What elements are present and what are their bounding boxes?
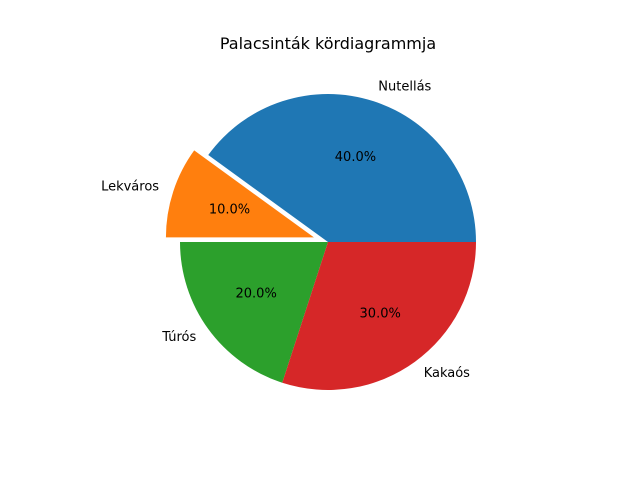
slice-label-3: Kakaós (424, 366, 470, 381)
slice-percent-2: 20.0% (236, 287, 277, 302)
slice-label-1: Lekváros (101, 180, 159, 195)
pie-slice-0 (208, 94, 477, 242)
slice-label-2: Túrós (161, 330, 196, 345)
pie-slice-2 (180, 242, 328, 383)
pie-slice-1 (165, 150, 314, 238)
chart-title: Palacsinták kördiagrammja (220, 34, 436, 53)
slice-percent-0: 40.0% (335, 150, 376, 165)
slice-label-0: Nutellás (378, 80, 431, 95)
pie-slices (165, 94, 477, 390)
slice-percent-1: 10.0% (209, 202, 250, 217)
slice-percent-3: 30.0% (360, 306, 401, 321)
pie-slice-3 (282, 242, 476, 390)
pie-labels: Nutellás 40.0% Lekváros 10.0% Túrós 20.0% Kaka… (101, 80, 470, 382)
